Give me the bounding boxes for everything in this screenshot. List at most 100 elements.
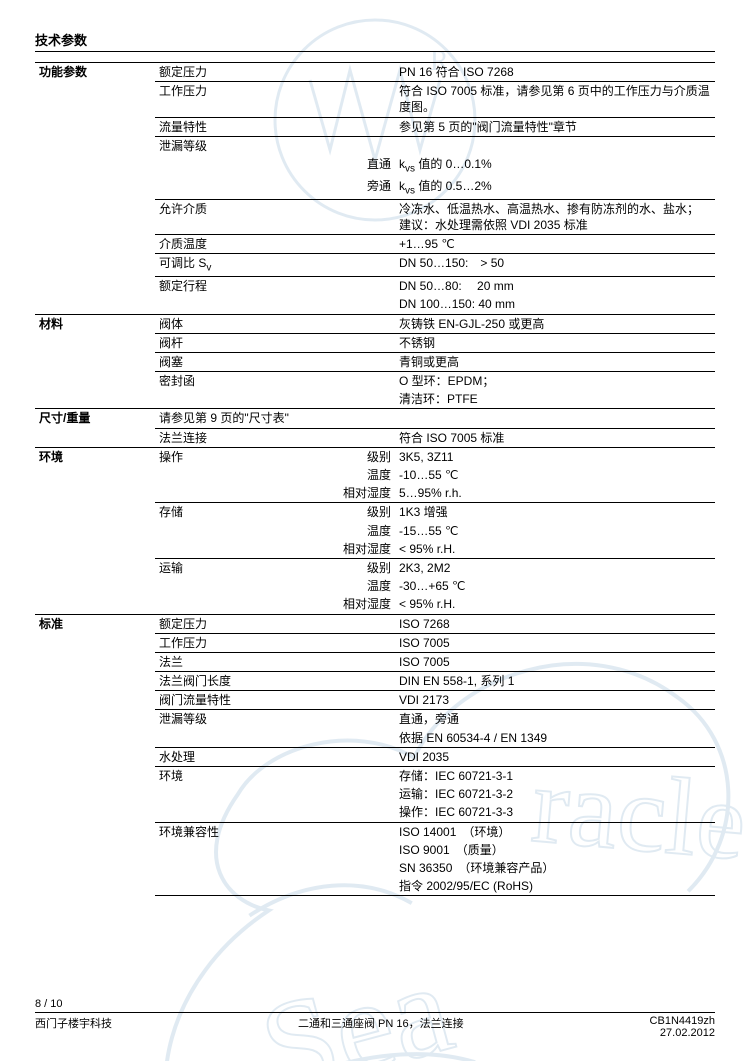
param-cell: 工作压力: [155, 633, 315, 652]
sub-cell: [315, 314, 395, 333]
section-label-cell: [35, 729, 155, 748]
table-row: 泄漏等级: [35, 136, 715, 155]
table-row: 环境兼容性 ISO 14001 （环境）: [35, 822, 715, 841]
param-cell: 存储: [155, 503, 315, 522]
table-row: 工作压力符合 ISO 7005 标准，请参见第 6 页中的工作压力与介质温度图。: [35, 82, 715, 117]
value-cell: 参见第 5 页的"阀门流量特性"章节: [395, 117, 715, 136]
sub-cell: [315, 710, 395, 729]
param-cell: [155, 841, 315, 859]
section-label-cell: [35, 877, 155, 896]
sub-cell: [315, 633, 395, 652]
section-label-cell: [35, 672, 155, 691]
param-cell: 泄漏等级: [155, 136, 315, 155]
value-cell: < 95% r.H.: [395, 540, 715, 559]
sub-cell: [315, 729, 395, 748]
value-cell: 操作：IEC 60721-3-3: [395, 803, 715, 822]
value-cell: ISO 14001 （环境）: [395, 822, 715, 841]
table-row: 工作压力ISO 7005: [35, 633, 715, 652]
section-label-cell: [35, 710, 155, 729]
param-cell: 泄漏等级: [155, 710, 315, 729]
param-cell: [155, 390, 315, 409]
value-cell: O 型环：EPDM；: [395, 372, 715, 391]
param-cell: [155, 155, 315, 177]
param-cell: 请参见第 9 页的"尺寸表": [155, 409, 715, 428]
param-cell: 流量特性: [155, 117, 315, 136]
sub-cell: 直通: [315, 155, 395, 177]
sub-cell: [315, 333, 395, 352]
value-cell: SN 36350 （环境兼容产品）: [395, 859, 715, 877]
param-cell: 可调比 Sv: [155, 254, 315, 277]
section-label-cell: 材料: [35, 314, 155, 333]
sub-cell: 级别: [315, 503, 395, 522]
table-row: 密封函O 型环：EPDM；: [35, 372, 715, 391]
value-cell: kvs 值的 0…0.1%: [395, 155, 715, 177]
section-label-cell: 功能参数: [35, 63, 155, 82]
param-cell: [155, 177, 315, 199]
sub-cell: [315, 117, 395, 136]
value-cell: 清洁环：PTFE: [395, 390, 715, 409]
sub-cell: [315, 859, 395, 877]
section-label-cell: [35, 522, 155, 540]
section-label-cell: [35, 199, 155, 234]
section-label-cell: [35, 428, 155, 447]
param-cell: 环境兼容性: [155, 822, 315, 841]
value-cell: 5…95% r.h.: [395, 484, 715, 503]
param-cell: [155, 522, 315, 540]
sub-cell: 相对湿度: [315, 595, 395, 614]
table-row: 阀塞青铜或更高: [35, 352, 715, 371]
value-cell: 不锈钢: [395, 333, 715, 352]
page-number: 8 / 10: [35, 998, 715, 1013]
sub-cell: [315, 803, 395, 822]
table-row: 标准额定压力ISO 7268: [35, 614, 715, 633]
value-cell: 灰铸铁 EN-GJL-250 或更高: [395, 314, 715, 333]
table-row: DN 100…150: 40 mm: [35, 295, 715, 314]
table-row: 法兰连接符合 ISO 7005 标准: [35, 428, 715, 447]
param-cell: 法兰阀门长度: [155, 672, 315, 691]
section-label-cell: [35, 859, 155, 877]
sub-cell: 温度: [315, 577, 395, 595]
sub-cell: 温度: [315, 466, 395, 484]
table-row: 尺寸/重量请参见第 9 页的"尺寸表": [35, 409, 715, 428]
section-label-cell: [35, 177, 155, 199]
section-label-cell: [35, 595, 155, 614]
footer-date: 27.02.2012: [660, 1027, 715, 1039]
value-cell: 存储：IEC 60721-3-1: [395, 767, 715, 786]
table-row: 相对湿度< 95% r.H.: [35, 595, 715, 614]
value-cell: 指令 2002/95/EC (RoHS): [395, 877, 715, 896]
sub-cell: [315, 841, 395, 859]
value-cell: 2K3, 2M2: [395, 558, 715, 577]
value-cell: ISO 7005: [395, 652, 715, 671]
table-row: 环境操作级别3K5, 3Z11: [35, 447, 715, 466]
value-cell: -30…+65 ℃: [395, 577, 715, 595]
value-cell: 符合 ISO 7005 标准，请参见第 6 页中的工作压力与介质温度图。: [395, 82, 715, 117]
section-label-cell: [35, 136, 155, 155]
value-cell: 直通，旁通: [395, 710, 715, 729]
table-row: 额定行程DN 50…80: 20 mm: [35, 277, 715, 296]
section-label-cell: [35, 767, 155, 786]
section-label-cell: [35, 558, 155, 577]
section-label-cell: 环境: [35, 447, 155, 466]
value-cell: +1…95 ℃: [395, 235, 715, 254]
value-cell: 1K3 增强: [395, 503, 715, 522]
sub-cell: [315, 63, 395, 82]
table-row: 功能参数额定压力PN 16 符合 ISO 7268: [35, 63, 715, 82]
section-label-cell: [35, 803, 155, 822]
table-row: 可调比 SvDN 50…150: > 50: [35, 254, 715, 277]
table-row: 法兰阀门长度DIN EN 558-1, 系列 1: [35, 672, 715, 691]
param-cell: 阀体: [155, 314, 315, 333]
section-label-cell: [35, 691, 155, 710]
param-cell: 运输: [155, 558, 315, 577]
section-label-cell: [35, 333, 155, 352]
param-cell: [155, 785, 315, 803]
section-label-cell: [35, 254, 155, 277]
table-row: 依据 EN 60534-4 / EN 1349: [35, 729, 715, 748]
value-cell: 符合 ISO 7005 标准: [395, 428, 715, 447]
value-cell: < 95% r.H.: [395, 595, 715, 614]
sub-cell: 相对湿度: [315, 540, 395, 559]
value-cell: ISO 9001 （质量）: [395, 841, 715, 859]
param-cell: 水处理: [155, 747, 315, 766]
page-footer: 8 / 10 西门子楼宇科技 二通和三通座阀 PN 16，法兰连接 CB1N44…: [35, 998, 715, 1039]
value-cell: VDI 2035: [395, 747, 715, 766]
param-cell: [155, 729, 315, 748]
param-cell: [155, 803, 315, 822]
